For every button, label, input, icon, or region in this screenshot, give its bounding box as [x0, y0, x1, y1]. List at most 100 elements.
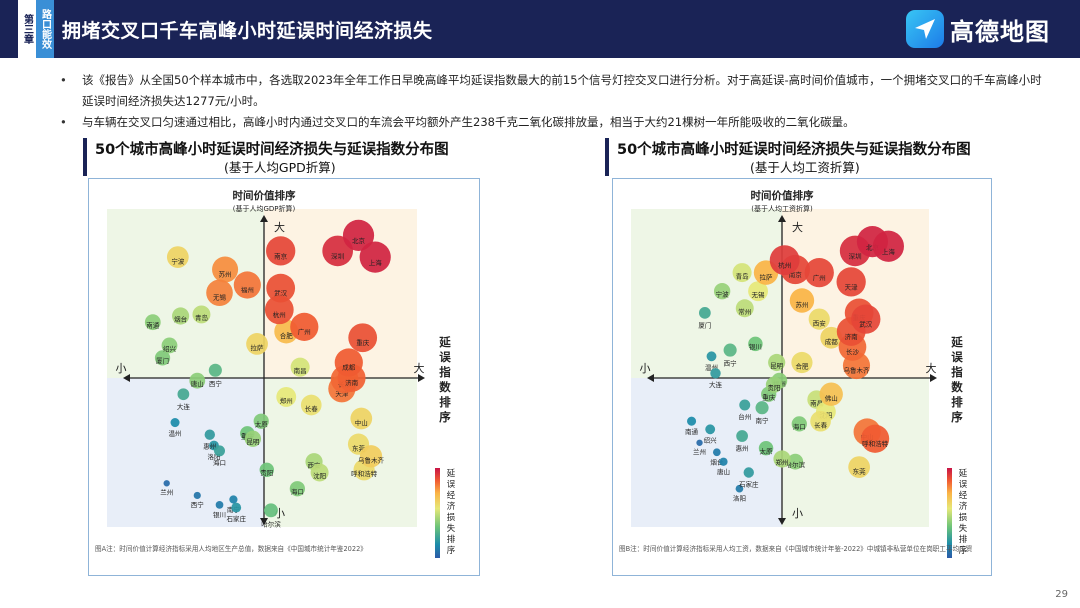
- chart-b-subtitle: (基于人均工资折算): [750, 160, 860, 175]
- x-axis-title-char: 误: [951, 350, 963, 364]
- city-label: 海口: [793, 422, 806, 431]
- chart-a-subtitle: (基于人均GPD折算): [224, 160, 336, 175]
- city-bubble: [687, 416, 697, 426]
- city-bubble: [266, 236, 296, 266]
- chapter-tag: 第三章: [18, 0, 36, 58]
- city-bubble: [214, 445, 225, 457]
- colorbar-label-char: 误: [959, 480, 968, 490]
- x-axis-title-char: 排: [951, 395, 963, 409]
- section-tag: 路口能效: [36, 0, 54, 58]
- city-bubble: [791, 416, 807, 432]
- chart-a: 时间价值排序 (基于人均GDP折算) 大小小大延误指数排序延误经济损失排序兰州 西宁银…: [88, 178, 480, 576]
- city-label: 长春: [814, 420, 828, 429]
- city-bubble: [359, 241, 391, 273]
- city-label: 宁波: [171, 256, 185, 265]
- y-axis-title: 时间价值排序: [751, 189, 814, 202]
- city-label: 台州: [738, 412, 751, 421]
- city-label: 西安: [308, 460, 322, 469]
- city-bubble: [851, 304, 881, 334]
- city-bubble: [348, 323, 378, 353]
- city-bubble: [758, 440, 774, 456]
- city-bubble: [743, 467, 754, 478]
- chart-b-svg: 时间价值排序(基于人均工资折算)大小小 大延误指数排序延误经济损失排序兰州烟台洛阳…: [619, 189, 972, 558]
- x-right-label: 大: [414, 361, 425, 375]
- y-axis-subtitle: (基于人均GDP折算): [233, 204, 296, 213]
- city-label: 中山: [355, 418, 368, 427]
- header-bar: 第三章 路口能效 拥堵交叉口千车高峰小时延误时间经济损失 高德地图: [0, 0, 1080, 58]
- city-bubble: [723, 343, 737, 357]
- brand-name: 高德地图: [950, 17, 1050, 46]
- city-bubble: [263, 503, 278, 518]
- city-label: 西宁: [191, 500, 205, 509]
- city-bubble: [789, 288, 815, 313]
- x-right-label: 大: [926, 361, 937, 375]
- city-label: 惠州: [203, 441, 216, 450]
- city-label: 大连: [177, 402, 191, 411]
- city-bubble: [206, 279, 233, 307]
- city-bubble: [289, 481, 305, 497]
- city-label: 西宁: [209, 379, 223, 388]
- city-label: 烟台: [710, 457, 723, 466]
- x-axis-title-char: 指: [951, 365, 963, 379]
- city-bubble: [768, 353, 786, 372]
- x-axis-title-char: 误: [439, 350, 451, 364]
- city-label: 成都: [825, 337, 839, 346]
- city-label: 南京: [274, 251, 288, 260]
- city-label: 厦门: [698, 321, 711, 330]
- city-label: 上海: [882, 247, 896, 256]
- city-bubble: [208, 363, 222, 377]
- city-bubble: [170, 418, 180, 428]
- city-bubble: [848, 456, 871, 478]
- colorbar-label-char: 排: [959, 534, 968, 545]
- city-label: 佛山: [825, 394, 838, 403]
- city-bubble: [872, 230, 904, 262]
- city-bubble: [710, 368, 721, 379]
- city-bubble: [706, 351, 717, 362]
- city-bubble: [755, 401, 769, 415]
- city-bubble: [177, 388, 190, 401]
- city-label: 天津: [335, 390, 349, 398]
- city-label: 武汉: [859, 319, 873, 328]
- axis-arrow-down: [260, 518, 268, 525]
- y-axis-subtitle: (基于人均工资折算): [751, 204, 813, 213]
- city-bubble: [735, 484, 744, 493]
- quadrant-bottom-left: [631, 378, 782, 527]
- city-bubble: [192, 305, 211, 324]
- city-bubble: [350, 407, 373, 430]
- city-label: 无锡: [752, 290, 766, 299]
- city-label: 广州: [813, 273, 826, 282]
- city-label: 杭州: [273, 310, 286, 319]
- city-label: 贵阳: [768, 383, 781, 392]
- city-bubble: [290, 357, 310, 377]
- city-bubble: [739, 399, 751, 411]
- city-label: 济南: [845, 332, 859, 341]
- page-title: 拥堵交叉口千车高峰小时延误时间经济损失: [62, 20, 433, 42]
- colorbar-label-char: 延: [959, 468, 968, 479]
- y-top-label: 大: [274, 220, 285, 234]
- city-bubble: [791, 351, 813, 374]
- city-bubble: [290, 312, 319, 341]
- x-axis-title-char: 延: [950, 335, 963, 349]
- city-bubble: [144, 314, 161, 331]
- city-bubble: [342, 219, 375, 251]
- city-bubble: [161, 337, 178, 354]
- city-label: 上海: [369, 258, 383, 267]
- city-label: 无锡: [213, 293, 227, 302]
- city-label: 石家庄: [739, 479, 759, 488]
- city-label: 太原: [760, 446, 774, 455]
- city-label: 洛阳: [733, 494, 746, 503]
- city-bubble: [229, 495, 238, 504]
- city-label: 郑州: [776, 459, 789, 467]
- city-bubble: [264, 295, 294, 325]
- city-label: 北京: [866, 242, 880, 251]
- x-axis-title-char: 延: [438, 335, 451, 349]
- city-bubble: [769, 245, 800, 276]
- city-label: 常州: [738, 307, 751, 316]
- city-bubble: [804, 257, 834, 288]
- city-label: 南宁: [756, 416, 770, 425]
- city-label: 天津: [845, 283, 859, 291]
- city-label: 大连: [709, 380, 723, 389]
- city-label: 苏州: [795, 300, 808, 309]
- city-label: 兰州: [693, 447, 706, 456]
- axis-arrow-left: [123, 374, 130, 382]
